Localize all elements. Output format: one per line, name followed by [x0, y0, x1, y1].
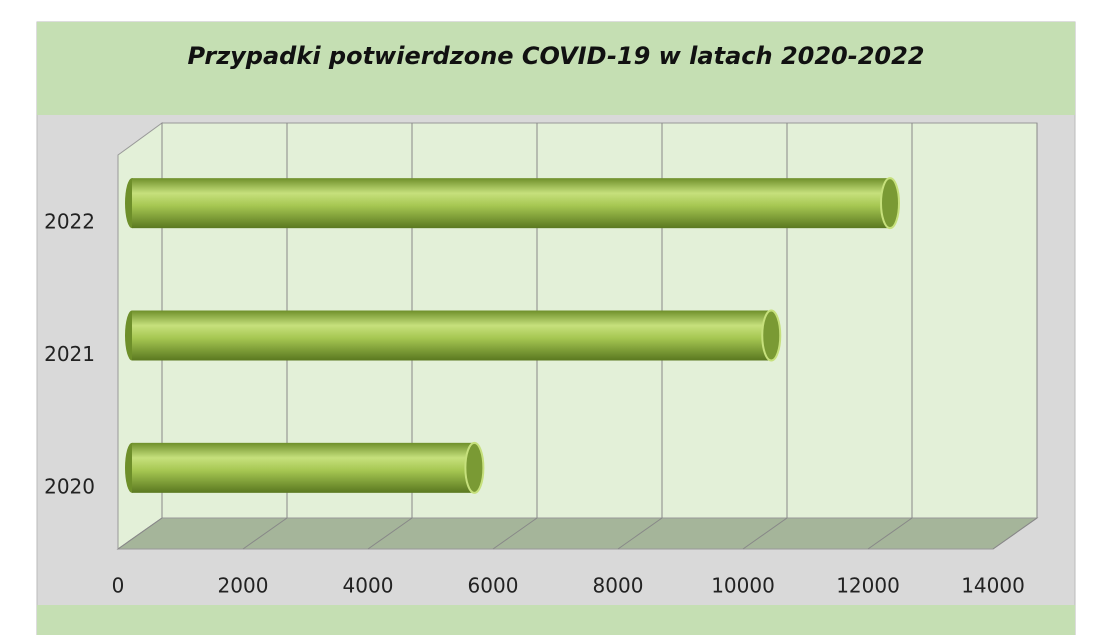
bar-cap: [761, 309, 782, 362]
y-tick-label: 2022: [44, 210, 95, 234]
bar: [125, 441, 485, 494]
bar-body: [132, 178, 890, 229]
bar-body: [132, 310, 772, 361]
x-tick-label: 8000: [593, 574, 644, 598]
bar-cap: [464, 441, 485, 494]
x-tick-label: 6000: [468, 574, 519, 598]
floor-line: [492, 517, 538, 550]
title-band: [37, 22, 1075, 115]
floor-line: [992, 517, 1038, 550]
floor-line: [742, 517, 788, 550]
x-tick-label: 14000: [961, 574, 1025, 598]
x-tick-label: 4000: [343, 574, 394, 598]
floor-line: [367, 517, 413, 550]
chart-title: Przypadki potwierdzone COVID-19 w latach…: [188, 42, 925, 70]
bar: [125, 309, 782, 362]
x-tick-label: 0: [112, 574, 125, 598]
x-tick-label: 12000: [836, 574, 900, 598]
floor-line: [117, 517, 163, 550]
floor: [116, 517, 1039, 550]
x-tick-label: 2000: [218, 574, 269, 598]
bar: [125, 177, 900, 230]
floor-line: [617, 517, 663, 550]
bar-body: [132, 442, 475, 493]
bars: [125, 177, 900, 494]
x-tick-label: 10000: [711, 574, 775, 598]
y-tick-label: 2020: [44, 474, 95, 498]
bar-cap: [880, 177, 900, 230]
floor-line: [242, 517, 288, 550]
floor-line: [867, 517, 913, 550]
y-tick-label: 2021: [44, 342, 95, 366]
bottom-band: [37, 605, 1075, 635]
